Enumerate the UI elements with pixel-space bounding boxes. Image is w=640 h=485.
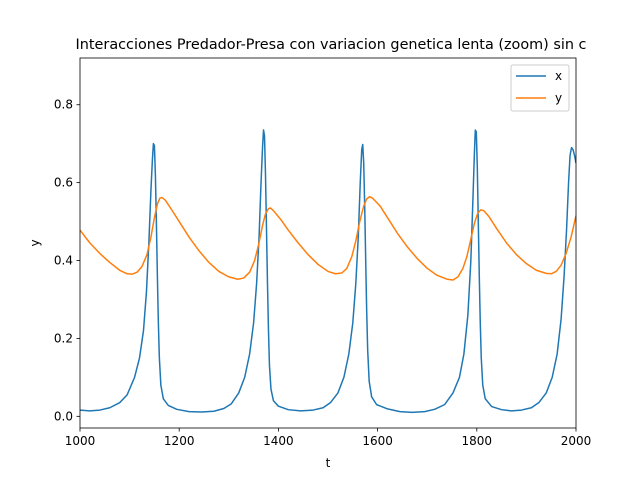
- legend-label-y: y: [555, 91, 562, 105]
- chart-title: Interacciones Predador-Presa con variaci…: [76, 37, 587, 53]
- series-layer: [80, 129, 576, 414]
- y-axis-ticks: 0.0 0.2 0.4 0.6 0.8: [54, 98, 80, 423]
- x-tick-label: 2000: [561, 434, 592, 448]
- y-tick-label: 0.2: [54, 331, 73, 345]
- legend-label-x: x: [555, 69, 562, 83]
- series-line-x: [80, 129, 576, 414]
- plot-frame: [79, 57, 577, 429]
- legend: x y: [510, 64, 570, 112]
- y-axis-label: y: [28, 239, 42, 246]
- x-axis-ticks: 1000 1200 1400 1600 1800 2000: [65, 428, 592, 448]
- x-tick-label: 1200: [164, 434, 195, 448]
- y-tick-label: 0.6: [54, 176, 73, 190]
- x-tick-label: 1000: [65, 434, 96, 448]
- x-tick-label: 1800: [462, 434, 493, 448]
- y-tick-label: 0.4: [54, 254, 73, 268]
- x-tick-label: 1400: [263, 434, 294, 448]
- series-line-y: [80, 195, 576, 281]
- x-axis-label: t: [326, 456, 331, 470]
- y-tick-label: 0.0: [54, 409, 73, 423]
- y-tick-label: 0.8: [54, 98, 73, 112]
- x-tick-label: 1600: [362, 434, 393, 448]
